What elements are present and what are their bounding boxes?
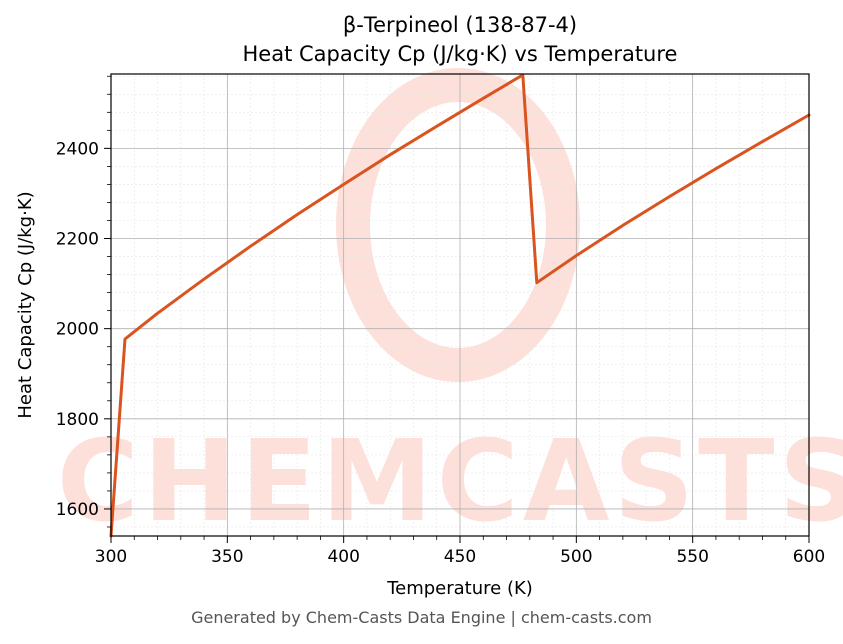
watermark-text: CHEMCASTS	[57, 417, 843, 547]
x-tick-label: 600	[793, 547, 825, 567]
x-tick-label: 450	[444, 547, 476, 567]
chart-title-line1: β-Terpineol (138-87-4)	[343, 13, 577, 37]
series-layer	[109, 73, 811, 538]
y-tick-label: 2200	[56, 230, 99, 250]
x-tick-label: 400	[327, 547, 359, 567]
watermark: CHEMCASTS	[57, 68, 843, 547]
chart-title-line2: Heat Capacity Cp (J/kg·K) vs Temperature	[243, 42, 678, 66]
series-line	[109, 73, 811, 538]
x-tick-label: 350	[211, 547, 243, 567]
y-tick-label: 2000	[56, 320, 99, 340]
y-tick-label: 1800	[56, 410, 99, 430]
x-tick-label: 300	[95, 547, 127, 567]
x-tick-label: 500	[560, 547, 592, 567]
footer-credit: Generated by Chem-Casts Data Engine | ch…	[191, 608, 652, 627]
y-tick-label: 1600	[56, 500, 99, 520]
watermark-logo-ring	[336, 68, 580, 382]
axis-ticks: 300 350 400 450 500 550 600 1600 1800 2000 2200 240…	[56, 75, 825, 567]
x-axis-label: Temperature (K)	[386, 578, 533, 599]
y-tick-label: 2400	[56, 139, 99, 159]
y-axis-label: Heat Capacity Cp (J/kg·K)	[15, 191, 36, 418]
x-tick-label: 550	[676, 547, 708, 567]
